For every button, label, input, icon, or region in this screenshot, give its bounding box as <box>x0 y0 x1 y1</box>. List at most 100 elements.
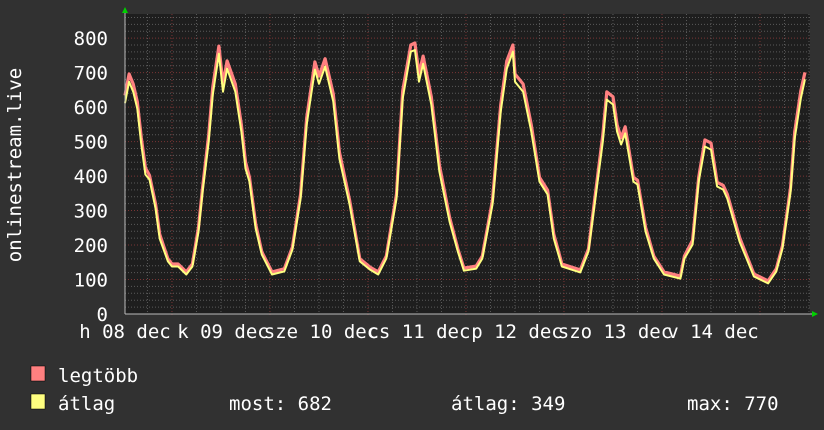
legend-label-max: legtöbb <box>58 365 138 387</box>
data-point-avg <box>155 208 157 210</box>
data-point-avg <box>208 141 210 143</box>
data-point-avg <box>418 81 420 83</box>
data-point-max <box>369 266 371 268</box>
data-point-avg <box>775 270 777 272</box>
y-tick-label: 500 <box>74 132 108 154</box>
plot-area <box>125 14 810 314</box>
y-tick-label: 800 <box>74 28 108 50</box>
data-point-avg <box>794 138 796 140</box>
x-tick-label: k 09 dec <box>177 321 269 343</box>
data-point-avg <box>561 265 563 268</box>
data-point-avg <box>722 189 724 191</box>
data-point-avg <box>201 191 204 193</box>
x-tick-label: p 12 dec <box>471 321 563 343</box>
y-axis-arrow-icon <box>122 7 128 13</box>
x-tick-label: v 14 dec <box>667 321 759 343</box>
data-point-max <box>506 60 508 62</box>
x-tick-label: h 08 dec <box>79 321 171 343</box>
data-point-avg <box>299 198 302 200</box>
data-point-max <box>234 83 236 85</box>
data-point-avg <box>491 203 494 206</box>
data-point-avg <box>624 132 626 135</box>
data-point-avg <box>475 268 477 270</box>
data-point-max <box>704 139 706 141</box>
data-point-max <box>332 93 334 95</box>
data-point-max <box>547 189 549 191</box>
data-point-avg <box>377 273 379 276</box>
data-point-avg <box>645 231 647 233</box>
data-point-avg <box>632 181 634 183</box>
data-point-max <box>410 44 412 46</box>
data-point-avg <box>402 98 404 100</box>
data-point-avg <box>512 51 514 53</box>
data-point-avg <box>612 103 614 106</box>
data-point-avg <box>271 273 273 276</box>
data-point-avg <box>579 271 581 273</box>
y-axis-ticks: 0 100 200 300 400 500 600 700 800 <box>74 28 108 326</box>
data-point-avg <box>753 275 755 278</box>
data-point-avg <box>530 131 532 133</box>
data-point-max <box>606 91 608 93</box>
data-point-max <box>722 184 724 186</box>
data-point-avg <box>663 273 665 276</box>
data-point-avg <box>291 249 294 251</box>
data-point-avg <box>261 253 263 256</box>
data-point-max <box>430 96 432 98</box>
data-point-avg <box>522 91 524 93</box>
data-point-avg <box>422 63 424 65</box>
series-lines <box>123 41 807 285</box>
data-point-avg <box>553 238 555 240</box>
data-point-avg <box>410 51 412 53</box>
data-point-avg <box>653 258 655 260</box>
data-point-avg <box>800 98 802 100</box>
y-tick-label: 200 <box>74 235 108 257</box>
legend-swatch-max <box>30 365 46 382</box>
data-point-avg <box>167 260 169 262</box>
data-point-avg <box>430 103 432 106</box>
data-point-avg <box>212 93 214 96</box>
stat-current: most: 682 <box>229 393 332 415</box>
data-point-avg <box>781 248 784 250</box>
data-point-avg <box>506 68 508 70</box>
data-point-avg <box>226 68 228 70</box>
data-point-avg <box>692 243 694 246</box>
data-point-avg <box>171 265 173 268</box>
data-point-max <box>136 101 138 103</box>
y-tick-label: 700 <box>74 63 108 85</box>
data-point-avg <box>463 270 465 272</box>
data-point-avg <box>332 101 334 103</box>
legend: legtöbb átlag most: 682 átlag: 349 max: … <box>30 365 779 415</box>
data-point-avg <box>218 53 220 55</box>
data-point-max <box>226 60 228 62</box>
data-point-max <box>710 142 712 144</box>
data-point-avg <box>620 143 622 146</box>
stat-average: átlag: 349 <box>451 393 565 415</box>
data-point-max <box>148 174 151 176</box>
data-point-max <box>620 137 622 139</box>
data-point-avg <box>395 198 398 200</box>
data-point-max <box>522 83 524 85</box>
data-point-max <box>800 90 802 92</box>
data-point-avg <box>240 131 242 133</box>
y-axis-label: onlinestream.live <box>4 68 26 262</box>
legend-label-avg: átlag <box>58 393 115 415</box>
data-point-avg <box>136 108 138 110</box>
stat-maximum: max: 770 <box>687 393 779 415</box>
data-point-max <box>612 96 614 98</box>
data-point-avg <box>679 278 681 280</box>
y-tick-label: 400 <box>74 166 108 188</box>
x-tick-label: sze 10 dec <box>264 321 378 343</box>
data-point-avg <box>767 282 769 285</box>
data-point-avg <box>318 83 320 85</box>
data-point-avg <box>248 181 251 183</box>
data-point-avg <box>283 270 285 272</box>
data-point-max <box>726 193 728 195</box>
data-point-avg <box>698 181 700 183</box>
data-point-avg <box>338 158 340 160</box>
data-point-avg <box>547 193 549 196</box>
data-point-avg <box>185 273 187 276</box>
data-point-max <box>171 263 173 265</box>
data-point-avg <box>457 250 459 252</box>
